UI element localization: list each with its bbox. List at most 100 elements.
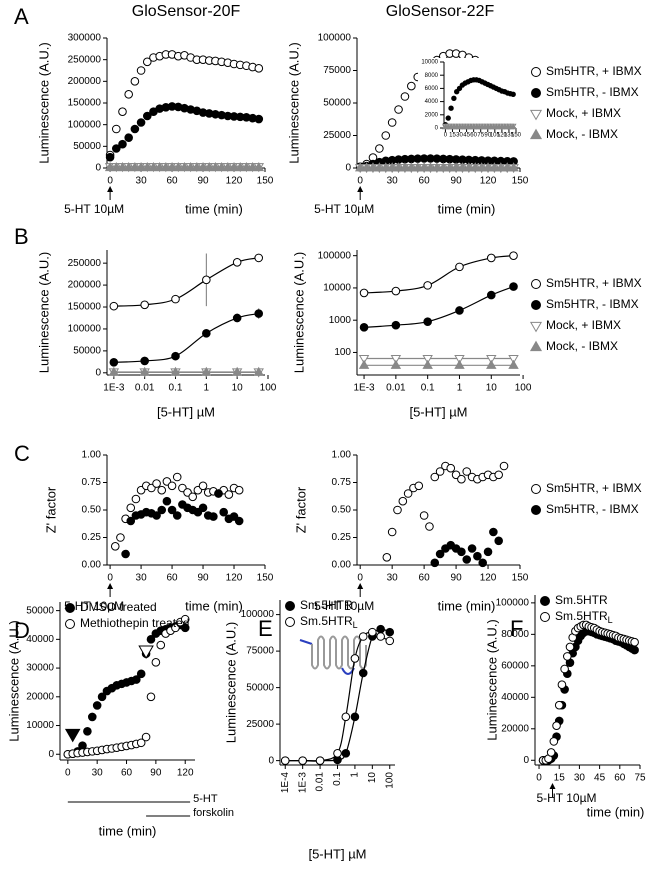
marker <box>87 712 97 722</box>
marker <box>204 162 215 172</box>
marker <box>376 624 385 634</box>
y-axis-label: Luminescence (A.U.) <box>36 42 51 163</box>
x-tick-label: 90 <box>197 176 209 187</box>
marker <box>462 555 472 564</box>
marker <box>241 162 252 172</box>
x-tick-label: 0 <box>107 573 113 584</box>
legend-marker <box>529 109 543 121</box>
marker <box>359 323 369 332</box>
marker <box>454 354 465 365</box>
x-tick-label: 10 <box>367 772 378 784</box>
legend-label: Mock, - IBMX <box>546 127 618 141</box>
marker <box>132 675 141 684</box>
legend-marker <box>529 321 543 333</box>
marker <box>457 474 466 484</box>
marker <box>136 118 146 127</box>
y-tick-label: 8000 <box>425 73 439 79</box>
x-tick-label: 150 <box>512 573 529 584</box>
y-tick-label: 0.50 <box>82 505 102 516</box>
marker <box>172 472 182 482</box>
marker <box>473 551 482 561</box>
event-marker <box>138 645 154 660</box>
marker <box>387 527 397 537</box>
marker <box>425 162 436 172</box>
chart: 0 20000 40000 60000 80000 100000 0 15 30 45 60 75 ti… <box>484 593 646 819</box>
marker <box>136 669 146 679</box>
marker <box>463 162 475 172</box>
y-tick-label: 1.00 <box>332 450 352 461</box>
marker <box>167 505 177 515</box>
legend-label: Mock, + IBMX <box>546 318 621 332</box>
marker <box>104 162 116 172</box>
marker <box>482 162 494 172</box>
y-axis-label: Luminescence (A.U.) <box>484 619 499 740</box>
y-tick-label: 50000 <box>246 682 274 693</box>
marker <box>148 162 159 172</box>
marker <box>129 162 141 172</box>
y-tick-label: 300000 <box>68 33 102 44</box>
legend-label: Sm.5HTR <box>555 593 608 607</box>
legend-label: Sm5HTR, - IBMX <box>546 297 639 311</box>
marker <box>400 92 410 101</box>
marker <box>130 124 140 134</box>
marker <box>180 623 190 633</box>
marker <box>430 472 440 482</box>
legend-label-text: Sm5HTR, - IBMX <box>546 297 639 311</box>
marker <box>354 162 366 172</box>
panel-label: B <box>14 224 29 249</box>
marker <box>457 162 468 172</box>
marker <box>478 558 488 568</box>
chart: 0 50000 100000 150000 200000 250000 300000 0 30 6… <box>14 3 274 216</box>
legend-label: Sm5HTR, + IBMX <box>546 481 642 495</box>
marker <box>367 162 379 172</box>
y-tick-label: 25000 <box>246 719 274 730</box>
y-tick-label: 6000 <box>425 86 439 92</box>
marker <box>136 738 146 748</box>
marker <box>157 485 167 495</box>
marker <box>191 162 203 172</box>
marker <box>172 511 182 520</box>
legend-marker <box>531 279 541 289</box>
legend-marker <box>531 505 541 515</box>
y-tick-label: 10000 <box>323 283 351 294</box>
fit-curve <box>285 631 391 762</box>
marker <box>171 351 180 361</box>
y-tick-label: 100000 <box>241 609 275 620</box>
x-tick-label: 30 <box>136 176 148 187</box>
x-tick-label: 0 <box>357 573 363 584</box>
marker <box>358 668 368 678</box>
marker <box>450 162 462 172</box>
y-tick-label: 1.00 <box>82 450 102 461</box>
y-tick-label: 10000 <box>421 60 438 66</box>
x-tick-label: 1E-3 <box>353 383 375 394</box>
y-axis-label: Z' factor <box>43 486 58 533</box>
y-axis-label: Luminescence (A.U.) <box>6 620 21 741</box>
marker <box>123 162 134 172</box>
x-tick-label: 100 <box>384 772 395 789</box>
x-tick-label: 120 <box>480 573 497 584</box>
marker <box>455 262 464 272</box>
marker <box>375 144 384 153</box>
x-tick-label: 150 <box>511 133 522 139</box>
marker <box>489 527 498 537</box>
marker <box>457 547 466 557</box>
y-tick-label: 250000 <box>68 54 102 65</box>
marker <box>126 516 136 526</box>
legend-marker <box>531 484 541 494</box>
y-tick-label: 1000 <box>329 315 352 326</box>
marker <box>139 366 150 376</box>
x-tick-label: 100 <box>515 383 532 394</box>
x-tick-label: 60 <box>470 133 477 139</box>
marker <box>499 461 509 471</box>
x-tick-label: 30 <box>92 768 104 779</box>
y-tick-label: 0.00 <box>332 560 352 571</box>
legend-label-text: Sm5HTR, + IBMX <box>546 64 642 78</box>
legend-label-text: Sm5HTR, - IBMX <box>546 85 639 99</box>
legend-marker <box>531 67 541 77</box>
marker <box>446 463 456 473</box>
x-tick-label: 15 <box>449 133 456 139</box>
y-tick-label: 0.25 <box>82 532 102 543</box>
